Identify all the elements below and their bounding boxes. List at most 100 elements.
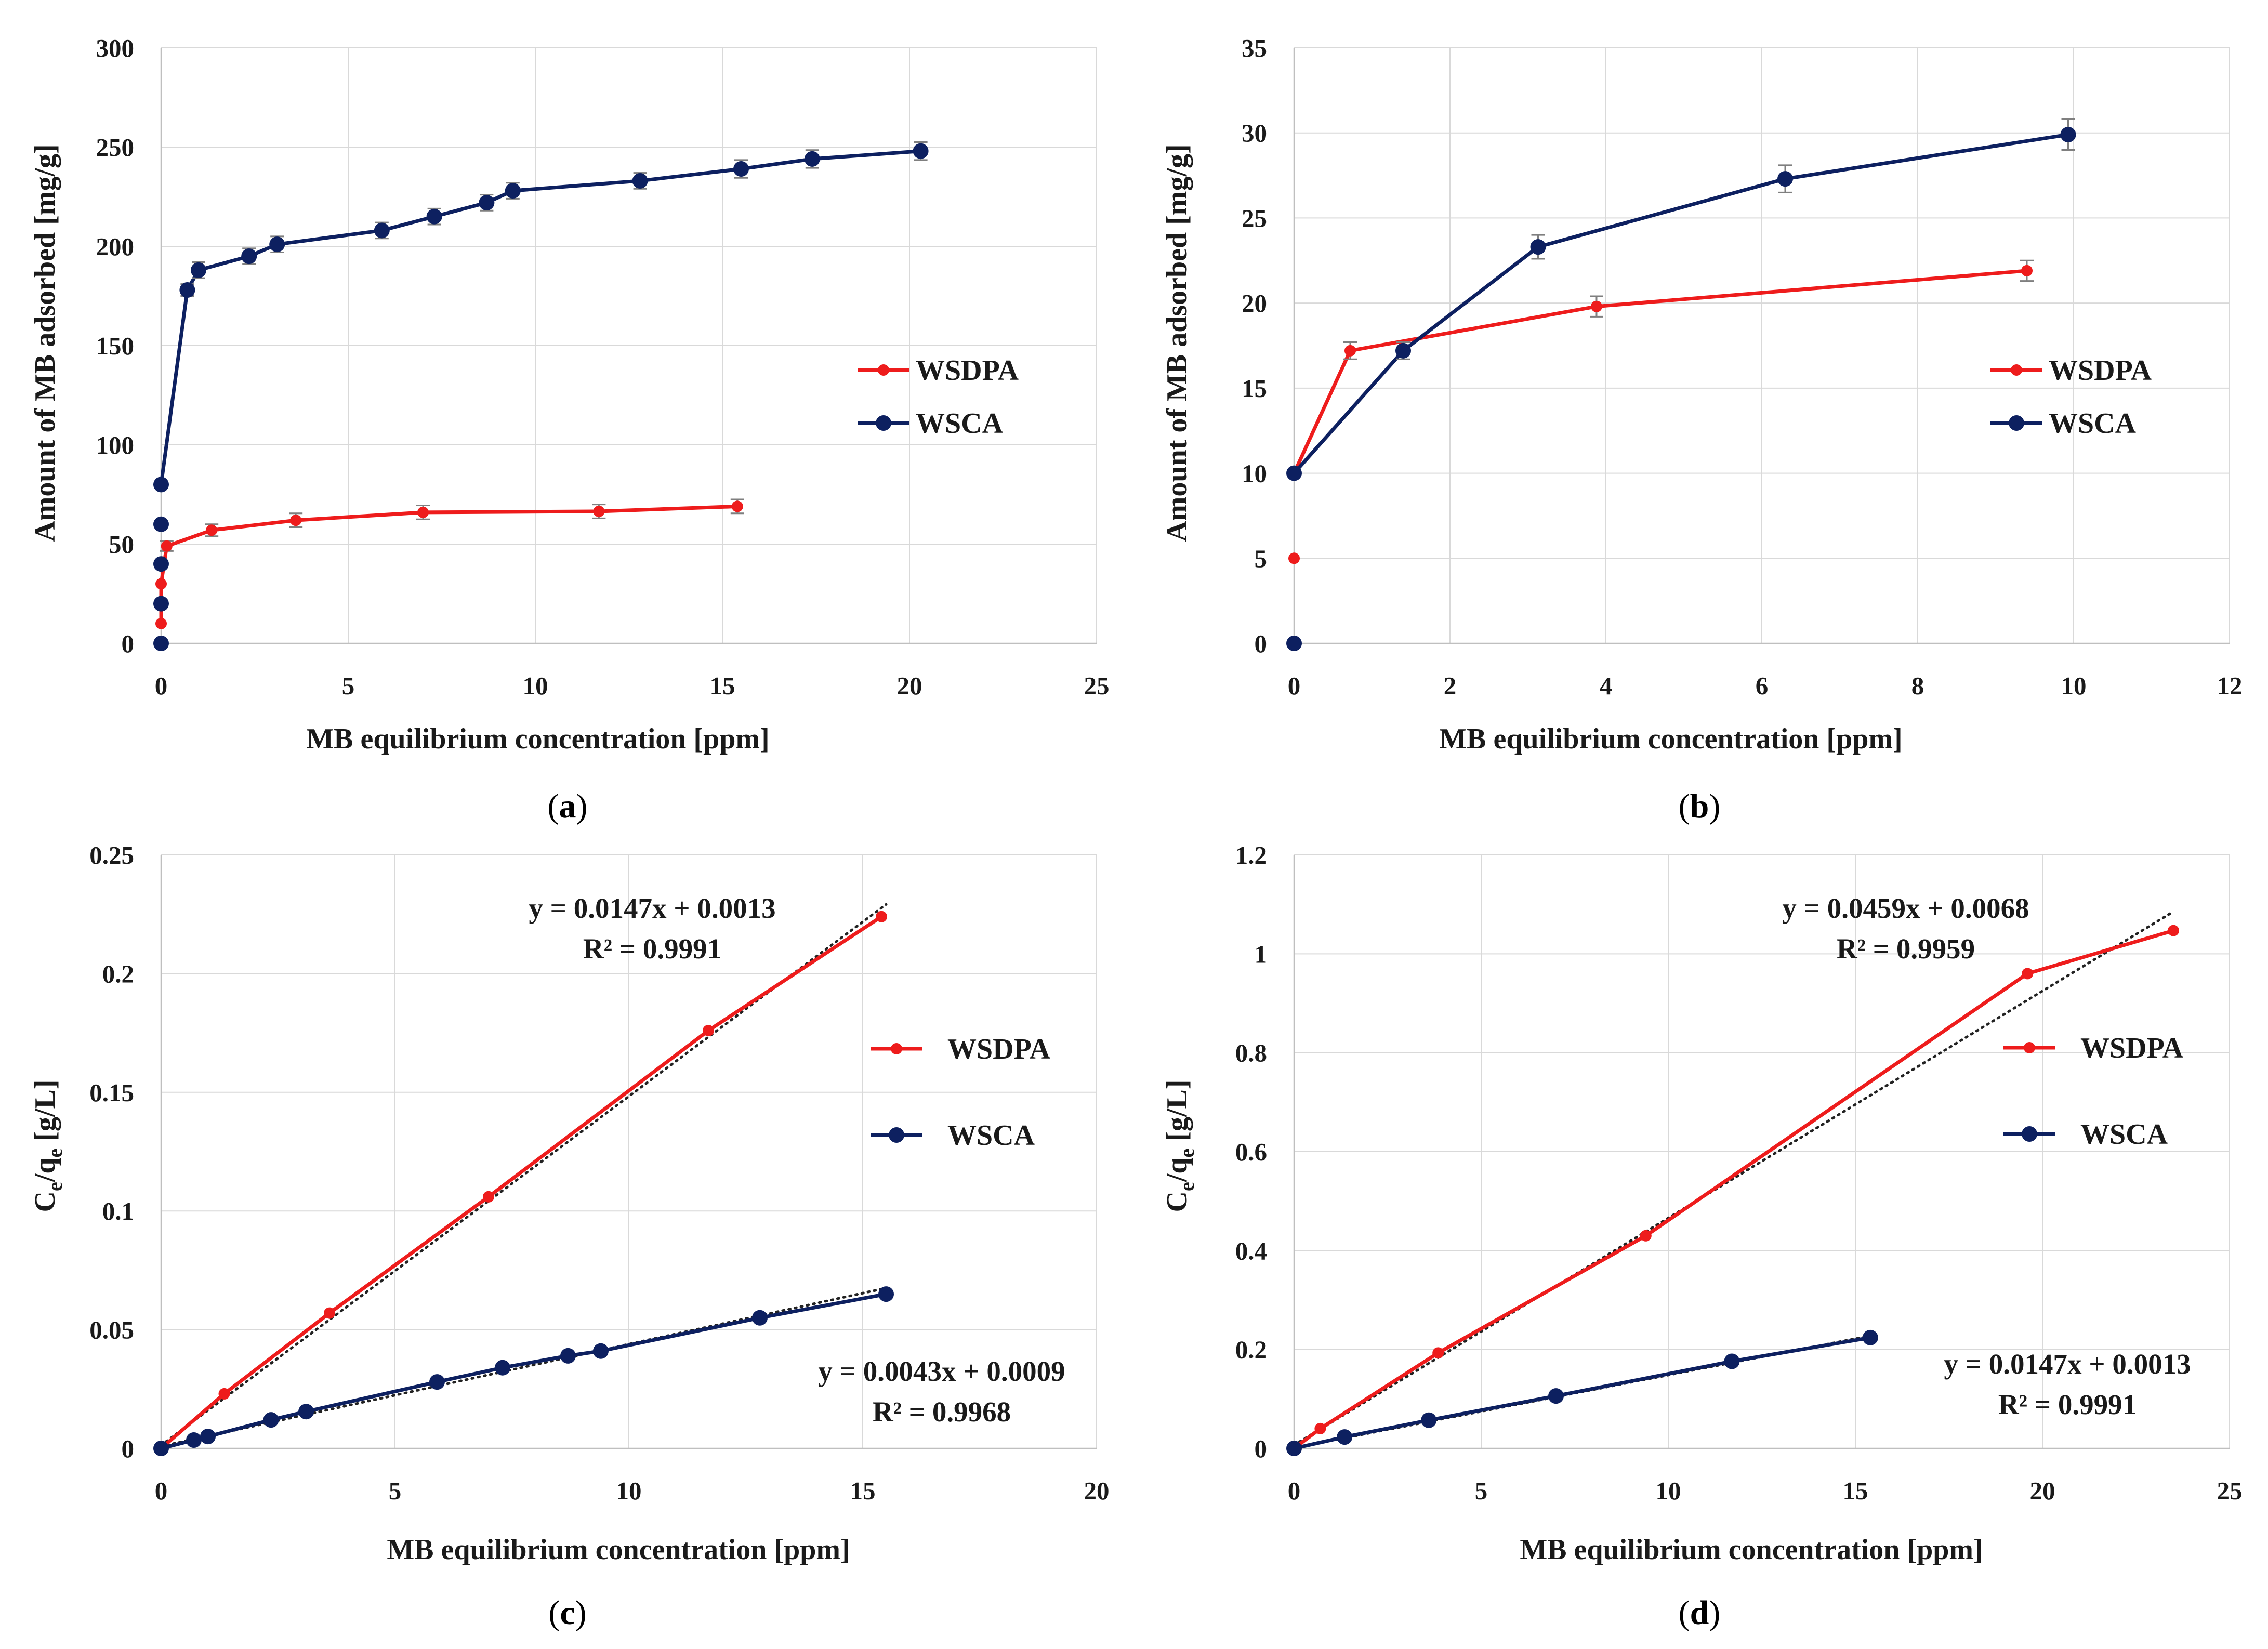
x-tick-label-a: 10 xyxy=(523,671,548,700)
x-tick-label-a: 5 xyxy=(342,671,355,700)
y-tick-label-a: 100 xyxy=(96,431,135,459)
data-point-wsca xyxy=(913,143,929,159)
x-tick-label-d: 15 xyxy=(1843,1476,1868,1505)
data-point-wsca xyxy=(1395,342,1411,359)
x-tick-label-c: 20 xyxy=(1084,1476,1110,1505)
data-point-wsca xyxy=(593,1343,609,1359)
legend-label-wsdpa-a: WSDPA xyxy=(916,354,1019,387)
data-point-wsca xyxy=(269,236,285,253)
y-tick-label-c: 0 xyxy=(122,1434,135,1463)
data-point-wsca xyxy=(298,1404,314,1420)
data-point-wsca xyxy=(2060,126,2076,142)
data-point-wsdpa xyxy=(483,1191,494,1203)
data-point-wsca xyxy=(752,1310,768,1326)
x-tick-label-d: 25 xyxy=(2217,1476,2243,1505)
data-point-wsdpa xyxy=(1344,345,1356,357)
data-point-wsdpa xyxy=(1288,552,1300,564)
legend-b: WSDPA WSCA xyxy=(1990,354,2152,440)
x-tick-label-a: 20 xyxy=(897,671,922,700)
x-tick-label-b: 6 xyxy=(1756,671,1769,700)
y-axis-label-a: Amount of MB adsorbed [mg/g] xyxy=(29,144,61,542)
x-tick-label-b: 12 xyxy=(2217,671,2243,700)
y-tick-label-a: 0 xyxy=(122,629,135,658)
x-tick-label-d: 5 xyxy=(1475,1476,1488,1505)
data-point-wsdpa xyxy=(731,500,743,512)
series-line-wsca-b xyxy=(1293,133,2069,474)
x-tick-label-c: 5 xyxy=(389,1476,402,1505)
data-point-wsca xyxy=(560,1348,576,1364)
chart-panel-d: 0 5 10 15 20 25 0 0.2 0.4 0.6 0.8 1 1.2 MB equilibri… xyxy=(1161,841,2243,1632)
data-point-wsdpa xyxy=(206,524,218,536)
x-tick-label-d: 0 xyxy=(1288,1476,1301,1505)
y-tick-label-b: 0 xyxy=(1255,629,1268,658)
y-axis-label-b: Amount of MB adsorbed [mg/g] xyxy=(1161,144,1193,542)
x-tick-label-b: 8 xyxy=(1911,671,1924,700)
y-tick-label-b: 10 xyxy=(1242,459,1267,488)
x-tick-label-b: 10 xyxy=(2061,671,2087,700)
data-point-wsca xyxy=(179,282,195,298)
grid-b xyxy=(1294,47,2230,643)
x-axis-label-b: MB equilibrium concentration [ppm] xyxy=(1439,723,1902,755)
y-tick-label-c: 0.25 xyxy=(89,841,134,869)
panel-label-a: (a) xyxy=(548,787,588,825)
y-tick-label-a: 250 xyxy=(96,133,135,162)
data-point-wsca xyxy=(374,222,390,239)
legend-marker-wsdpa-a xyxy=(878,364,889,376)
x-axis-label-a: MB equilibrium concentration [ppm] xyxy=(306,723,769,755)
legend-c: WSDPA WSCA xyxy=(871,1033,1051,1152)
series-d xyxy=(1286,925,2179,1456)
trend-r2-wsca-c: R² = 0.9968 xyxy=(873,1396,1011,1428)
y-tick-label-a: 300 xyxy=(96,34,135,62)
data-point-wsca xyxy=(263,1412,279,1428)
axes-c xyxy=(160,855,1097,1449)
data-point-wsca xyxy=(1286,636,1302,651)
legend-marker-wsca-c xyxy=(889,1127,904,1143)
data-point-wsdpa xyxy=(2021,265,2033,276)
y-tick-label-a: 150 xyxy=(96,332,135,360)
data-point-wsca xyxy=(153,596,169,612)
x-tick-label-c: 10 xyxy=(616,1476,642,1505)
legend-label-wsdpa-b: WSDPA xyxy=(2049,354,2152,387)
data-point-wsca xyxy=(429,1374,445,1390)
data-point-wsca xyxy=(1286,1441,1302,1456)
ticks-c: 0 5 10 15 20 0 0.05 0.1 0.15 0.2 0.25 xyxy=(89,841,1109,1505)
x-tick-label-a: 25 xyxy=(1084,671,1110,700)
y-tick-label-b: 35 xyxy=(1242,34,1267,62)
data-point-wsca xyxy=(200,1429,216,1445)
data-point-wsca xyxy=(632,173,648,189)
data-point-wsca xyxy=(878,1286,894,1302)
data-point-wsca xyxy=(733,161,749,177)
grid-a xyxy=(161,47,1097,643)
legend-label-wsdpa-d: WSDPA xyxy=(2080,1032,2184,1064)
legend-label-wsca-a: WSCA xyxy=(916,407,1004,440)
y-tick-label-a: 200 xyxy=(96,232,135,261)
data-point-wsca xyxy=(153,636,169,651)
series-b xyxy=(1286,118,2076,651)
data-point-wsca xyxy=(153,556,169,572)
y-tick-label-c: 0.2 xyxy=(102,959,134,988)
data-point-wsca xyxy=(1421,1412,1437,1428)
data-point-wsdpa xyxy=(218,1388,230,1400)
axes-a xyxy=(160,48,1097,644)
data-point-wsdpa xyxy=(876,911,887,922)
data-point-wsdpa xyxy=(1314,1422,1326,1434)
y-axis-label-d: Ce/qe [g/L] xyxy=(1161,1080,1198,1212)
legend-label-wsca-c: WSCA xyxy=(947,1119,1035,1152)
data-point-wsca xyxy=(186,1432,202,1448)
x-tick-label-a: 0 xyxy=(155,671,168,700)
data-point-wsdpa xyxy=(161,540,173,552)
data-point-wsdpa xyxy=(1591,300,1602,312)
data-point-wsdpa xyxy=(1432,1347,1444,1359)
data-point-wsdpa xyxy=(324,1307,335,1319)
series-a xyxy=(153,141,929,651)
data-point-wsdpa xyxy=(2022,968,2034,980)
series-line-wsdpa-c xyxy=(160,915,882,1450)
ticks-d: 0 5 10 15 20 25 0 0.2 0.4 0.6 0.8 1 1.2 xyxy=(1235,841,2243,1505)
legend-marker-wsca-a xyxy=(876,415,891,431)
y-tick-label-c: 0.1 xyxy=(102,1197,134,1225)
y-tick-label-b: 20 xyxy=(1242,289,1267,318)
y-tick-label-b: 5 xyxy=(1255,544,1268,573)
data-point-wsca xyxy=(1724,1353,1740,1369)
